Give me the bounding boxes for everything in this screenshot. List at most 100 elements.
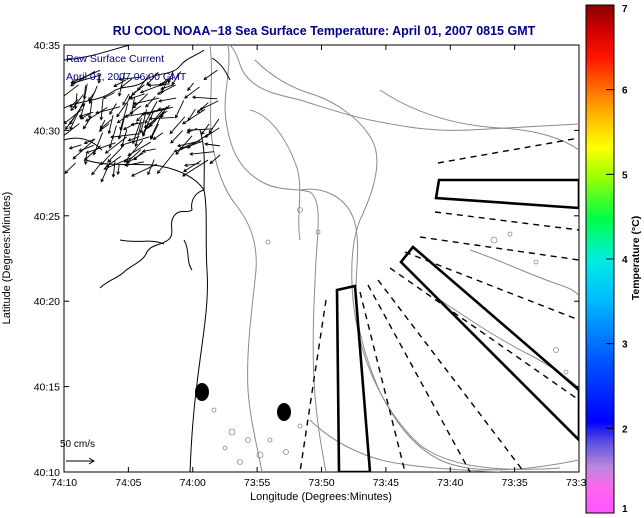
- y-axis-ticks: 40:35 40:30 40:25 40:20 40:15 40:10: [34, 40, 579, 479]
- current-vector: [100, 159, 112, 182]
- current-vector: [118, 118, 125, 139]
- current-vector: [187, 82, 194, 91]
- current-vector: [147, 159, 155, 175]
- current-vector: [117, 164, 120, 175]
- current-vector: [82, 85, 87, 106]
- current-vector-head: [108, 144, 113, 149]
- current-vector-head: [132, 104, 137, 109]
- current-vector: [208, 118, 220, 134]
- current-vector: [142, 109, 155, 135]
- current-vector: [149, 116, 175, 120]
- current-vector: [158, 107, 171, 110]
- current-vector: [112, 160, 116, 177]
- current-vector: [192, 96, 218, 100]
- current-vector-head: [82, 125, 87, 130]
- current-vector-head: [83, 140, 88, 145]
- current-vector-head: [120, 84, 124, 89]
- current-vector-head: [156, 91, 161, 95]
- current-vector: [89, 85, 98, 104]
- x-tick-label: 73:50: [308, 477, 334, 489]
- current-vector: [108, 114, 114, 134]
- current-vector: [186, 127, 198, 134]
- current-vector: [83, 116, 92, 129]
- current-vector-head: [130, 122, 135, 127]
- mooring-marker-south: [277, 403, 291, 421]
- current-vector-head: [109, 135, 114, 139]
- current-vector-head: [79, 115, 83, 120]
- current-vector-head: [147, 171, 151, 176]
- current-vector: [160, 79, 169, 94]
- current-legend-title: Raw Surface Current: [66, 53, 164, 65]
- current-vector: [133, 97, 160, 105]
- current-vector: [182, 108, 206, 125]
- current-vector-head: [175, 151, 180, 156]
- current-vector-head: [167, 79, 172, 84]
- current-vector-head: [83, 157, 88, 162]
- current-vector-head: [107, 130, 112, 135]
- current-vector: [103, 157, 132, 170]
- current-vector: [124, 111, 151, 118]
- current-vector-head: [136, 117, 140, 122]
- current-vector-head: [132, 101, 137, 106]
- current-vector-head: [182, 120, 186, 125]
- current-vector: [199, 100, 219, 111]
- current-vector: [167, 70, 174, 83]
- current-vector: [95, 106, 121, 114]
- x-tick-label: 73:55: [244, 477, 270, 489]
- current-vector-head: [69, 126, 73, 131]
- current-vector: [122, 93, 130, 106]
- current-vector-head: [120, 144, 125, 149]
- x-tick-label: 74:05: [115, 477, 141, 489]
- current-vector-head: [69, 103, 74, 108]
- current-vector-head: [70, 80, 75, 84]
- current-vector-head: [183, 168, 187, 172]
- current-vector-head: [103, 166, 108, 170]
- current-vector-head: [70, 82, 74, 87]
- current-vector: [177, 140, 201, 147]
- current-vector: [184, 163, 200, 167]
- current-vector: [153, 132, 164, 140]
- current-vector-head: [129, 111, 134, 116]
- current-vector: [79, 111, 94, 117]
- current-vector-head: [150, 136, 154, 140]
- colorbar-tick-label: 6: [622, 86, 628, 97]
- current-vector-head: [127, 152, 132, 156]
- current-vector: [103, 92, 115, 99]
- current-vector-head: [191, 95, 196, 100]
- current-vector-head: [60, 136, 63, 139]
- colorbar-tick-label: 1: [622, 504, 628, 515]
- y-tick-label: 40:20: [34, 296, 60, 308]
- current-vector: [146, 71, 159, 86]
- colorbar-tick-label: 2: [622, 424, 628, 435]
- current-vector-head: [102, 95, 107, 99]
- current-vector: [127, 141, 151, 156]
- current-vector: [64, 162, 76, 174]
- current-vector: [133, 151, 143, 161]
- current-vector: [100, 153, 112, 165]
- current-vector: [203, 69, 218, 80]
- current-vector: [91, 163, 101, 176]
- current-vector: [130, 96, 136, 115]
- current-vector: [184, 86, 200, 99]
- current-vector-head: [87, 115, 92, 120]
- current-vector-head: [208, 130, 213, 134]
- bathymetry-contours: [209, 45, 579, 472]
- current-vector-head: [157, 107, 162, 111]
- current-vector: [169, 116, 186, 134]
- current-vector-head: [176, 143, 181, 148]
- current-vector: [128, 136, 140, 142]
- current-vector-head: [59, 97, 62, 100]
- current-vector: [126, 149, 142, 163]
- current-vector: [142, 148, 156, 152]
- current-vector-head: [186, 128, 191, 132]
- current-vector: [116, 93, 134, 117]
- current-vector: [84, 138, 95, 144]
- scale-label: 50 cm/s: [60, 439, 95, 450]
- current-vector-head: [117, 135, 122, 140]
- y-tick-label: 40:10: [34, 467, 60, 479]
- current-vector: [187, 128, 214, 131]
- current-vector: [135, 122, 142, 147]
- current-vector-head: [147, 83, 152, 88]
- current-vector: [132, 117, 142, 144]
- current-vector: [137, 74, 150, 91]
